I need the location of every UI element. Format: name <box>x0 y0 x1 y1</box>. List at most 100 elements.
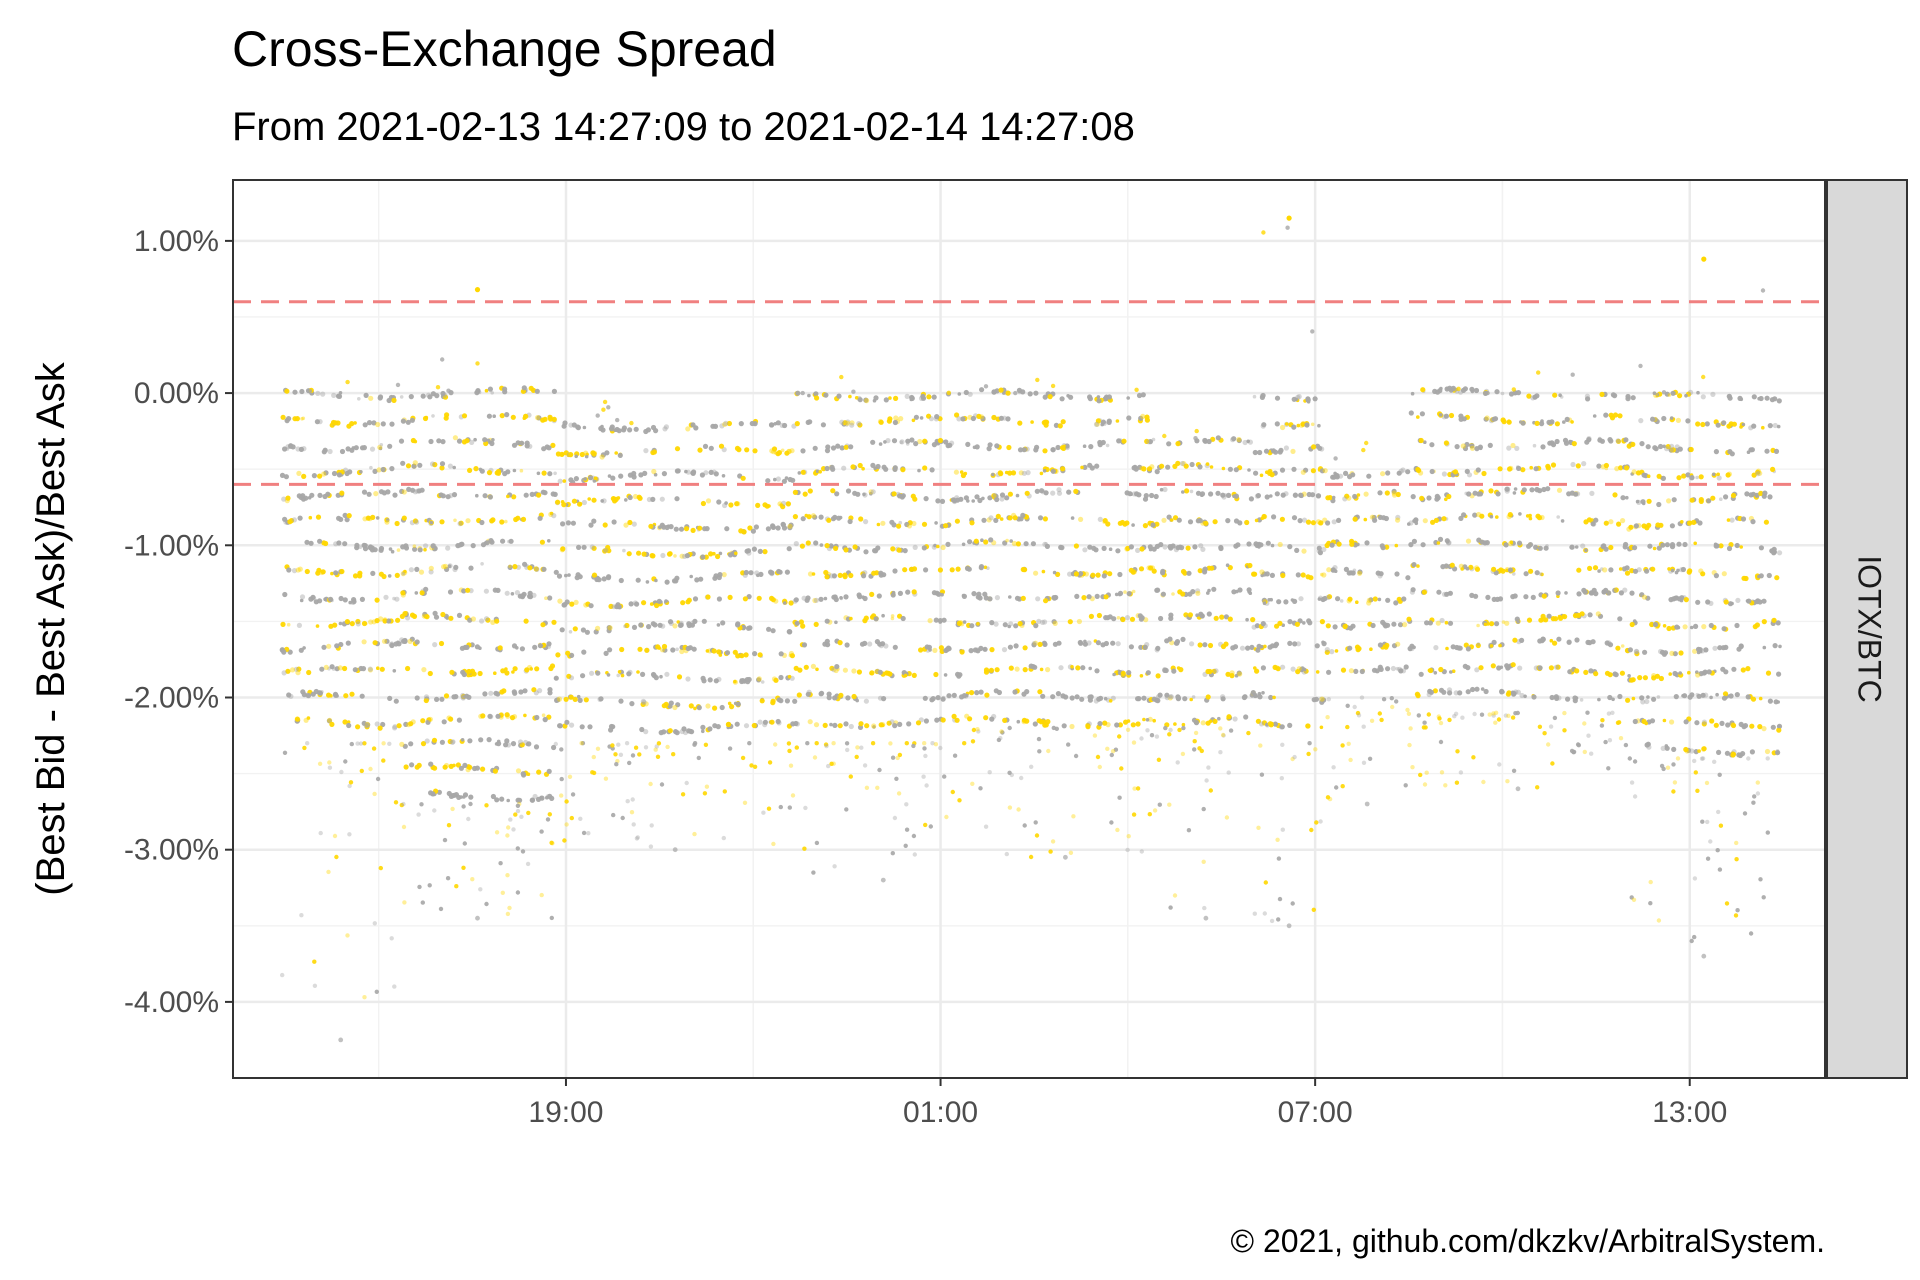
data-point <box>375 421 381 428</box>
data-point <box>863 698 870 704</box>
data-point <box>1078 516 1084 523</box>
data-point <box>629 701 635 707</box>
data-point <box>560 546 566 552</box>
data-point <box>497 645 503 651</box>
data-point <box>1342 623 1348 630</box>
data-point <box>534 566 540 573</box>
data-point <box>420 393 426 399</box>
data-point <box>1691 519 1697 526</box>
data-point <box>1554 438 1560 445</box>
data-point <box>952 753 958 758</box>
data-point <box>304 539 310 545</box>
data-point <box>280 972 285 978</box>
data-point <box>970 739 976 744</box>
data-point <box>1735 543 1740 547</box>
data-point <box>1678 671 1682 675</box>
data-point <box>1333 456 1338 461</box>
data-point <box>936 544 940 549</box>
data-point <box>339 568 345 575</box>
data-point <box>959 649 965 655</box>
data-point <box>1020 595 1026 602</box>
data-point <box>1531 694 1537 700</box>
data-point <box>885 670 891 676</box>
data-point <box>890 851 895 856</box>
data-point <box>1492 416 1499 422</box>
data-point <box>537 688 543 694</box>
data-point <box>696 705 702 711</box>
data-point <box>1696 390 1700 395</box>
data-point <box>468 565 474 571</box>
data-point <box>447 738 453 745</box>
data-point <box>1070 516 1075 520</box>
data-point <box>315 624 320 628</box>
data-point <box>412 460 418 466</box>
data-point <box>1292 492 1298 498</box>
data-point <box>1274 421 1280 427</box>
data-point <box>1171 668 1177 674</box>
data-point <box>1543 545 1549 551</box>
data-point <box>568 630 573 634</box>
data-point <box>1202 437 1208 444</box>
data-point <box>1081 595 1087 601</box>
data-point <box>626 671 632 677</box>
data-point <box>547 539 551 543</box>
data-point <box>677 622 684 629</box>
data-point <box>1489 644 1494 648</box>
outlier-point <box>1701 256 1707 262</box>
data-point <box>1630 441 1636 447</box>
data-point <box>393 641 399 647</box>
data-point <box>372 547 378 553</box>
data-point <box>1367 756 1373 761</box>
data-point <box>1225 671 1231 677</box>
data-point <box>361 620 368 627</box>
data-point <box>1400 668 1407 674</box>
data-point <box>1201 859 1206 864</box>
data-point <box>849 422 855 428</box>
data-point <box>823 569 829 576</box>
data-point <box>923 753 928 759</box>
data-point <box>813 621 819 628</box>
data-point <box>911 566 918 572</box>
data-point <box>448 716 454 722</box>
data-point <box>811 572 816 576</box>
data-point <box>1192 544 1198 550</box>
data-point <box>1017 621 1023 627</box>
data-point <box>1505 779 1510 784</box>
data-point <box>296 666 302 672</box>
data-point <box>1735 908 1740 913</box>
data-point <box>432 765 438 771</box>
data-point <box>1726 471 1732 477</box>
data-point <box>996 689 1003 696</box>
data-point <box>458 541 464 548</box>
data-point <box>464 644 470 651</box>
data-point <box>1446 493 1452 500</box>
data-point <box>1618 465 1624 471</box>
data-point <box>1703 647 1709 653</box>
data-point <box>955 566 961 572</box>
data-point <box>944 814 949 820</box>
data-point <box>832 695 838 701</box>
data-point <box>1242 439 1248 446</box>
data-point <box>567 774 573 779</box>
data-point <box>1280 572 1286 579</box>
data-point <box>892 815 898 821</box>
data-point <box>1646 695 1650 699</box>
data-point <box>994 443 1000 449</box>
data-point <box>1252 394 1257 399</box>
data-point <box>1550 462 1557 468</box>
data-point <box>1372 517 1378 523</box>
data-point <box>1468 564 1474 570</box>
data-point <box>1469 445 1476 451</box>
data-point <box>380 721 386 728</box>
data-point <box>1698 498 1704 504</box>
data-point <box>1750 519 1756 525</box>
data-point <box>1596 463 1602 469</box>
data-point <box>1191 695 1196 699</box>
data-point <box>347 469 353 475</box>
data-point <box>829 761 834 766</box>
data-point <box>518 689 524 695</box>
data-point <box>309 492 315 498</box>
data-point <box>1004 495 1010 501</box>
data-point <box>379 666 385 672</box>
data-point <box>1058 665 1064 671</box>
